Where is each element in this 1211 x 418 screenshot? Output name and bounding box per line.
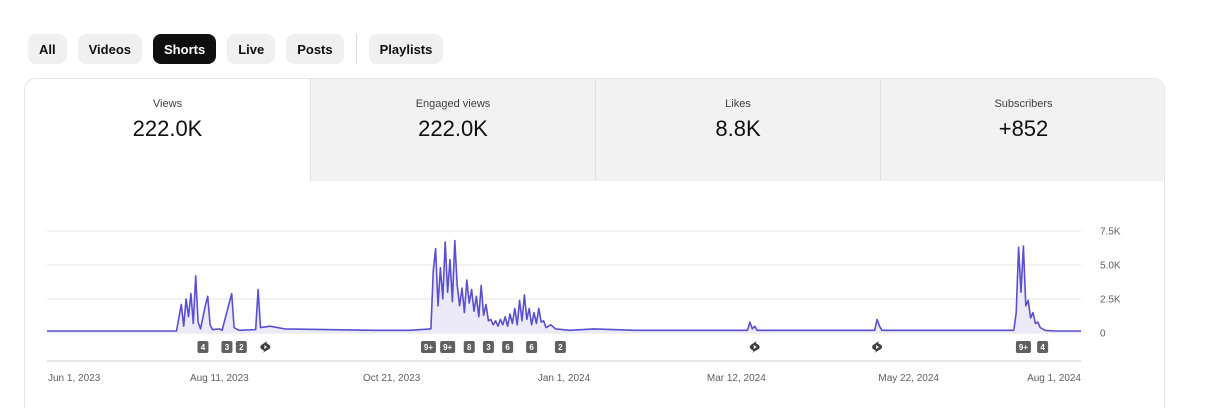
- tab-playlists[interactable]: Playlists: [368, 34, 444, 64]
- tab-label: All: [39, 41, 56, 57]
- y-tick-label: 0: [1100, 329, 1106, 340]
- metric-label: Likes: [725, 98, 751, 110]
- x-tick-label: Aug 1, 2024: [1027, 373, 1081, 384]
- tab-live[interactable]: Live: [227, 34, 276, 64]
- upload-count-label: 9+: [443, 343, 452, 352]
- upload-count-label: 9+: [1019, 343, 1028, 352]
- y-tick-label: 5.0K: [1100, 261, 1121, 272]
- upload-count-label: 8: [467, 343, 472, 352]
- metric-tabs: Views 222.0K Engaged views 222.0K Likes …: [25, 79, 1164, 181]
- tab-divider: [355, 34, 357, 64]
- upload-count-label: 4: [201, 343, 206, 352]
- upload-count-badge: [440, 341, 456, 353]
- tab-label: Playlists: [379, 41, 433, 57]
- tab-posts[interactable]: Posts: [286, 34, 344, 64]
- upload-count-badge: [554, 341, 566, 353]
- x-tick-label: Jun 1, 2023: [48, 373, 101, 384]
- upload-count-label: 2: [558, 343, 563, 352]
- upload-count-label: 2: [239, 343, 244, 352]
- analytics-card: Views 222.0K Engaged views 222.0K Likes …: [24, 78, 1165, 408]
- upload-count-badge: [502, 341, 514, 353]
- upload-count-label: 9+: [424, 343, 433, 352]
- metric-value: 222.0K: [132, 116, 203, 141]
- metric-value: +852: [998, 116, 1049, 141]
- upload-count-badge: [1015, 341, 1031, 353]
- upload-count-badge: [1037, 341, 1049, 353]
- tab-label: Posts: [297, 41, 333, 57]
- content-type-tabs: All Videos Shorts Live Posts Playlists: [28, 34, 454, 64]
- metric-tab-subscribers[interactable]: Subscribers +852: [880, 79, 1164, 181]
- upload-count-badge: [526, 341, 538, 353]
- metric-label: Subscribers: [994, 98, 1053, 110]
- upload-count-badge: [463, 341, 475, 353]
- metric-tab-views[interactable]: Views 222.0K: [25, 79, 310, 181]
- x-tick-label: Jan 1, 2024: [538, 373, 591, 384]
- y-tick-label: 7.5K: [1100, 227, 1121, 238]
- metric-tab-likes[interactable]: Likes 8.8K: [595, 79, 880, 181]
- upload-count-label: 6: [505, 343, 510, 352]
- tab-shorts[interactable]: Shorts: [153, 34, 217, 64]
- upload-count-label: 4: [1040, 343, 1045, 352]
- tab-label: Shorts: [164, 41, 206, 57]
- views-series-line: [47, 239, 1081, 332]
- tab-all[interactable]: All: [28, 34, 67, 64]
- upload-count-label: 6: [529, 343, 534, 352]
- metric-value: 8.8K: [715, 116, 761, 141]
- metric-value: 222.0K: [418, 116, 488, 141]
- shorts-icon: [872, 341, 883, 353]
- upload-count-badge: [482, 341, 494, 353]
- tab-label: Live: [238, 41, 265, 57]
- x-tick-label: May 22, 2024: [878, 373, 939, 384]
- metric-label: Views: [152, 98, 183, 110]
- x-tick-label: Mar 12, 2024: [707, 373, 766, 384]
- upload-count-badge: [221, 341, 233, 353]
- shorts-icon: [260, 341, 271, 353]
- tab-videos[interactable]: Videos: [77, 34, 143, 64]
- x-tick-label: Aug 11, 2023: [190, 373, 249, 384]
- y-tick-label: 2.5K: [1100, 295, 1121, 306]
- x-tick-label: Oct 21, 2023: [363, 373, 421, 384]
- shorts-icon: [749, 341, 760, 353]
- upload-count-badge: [420, 341, 436, 353]
- metric-label: Engaged views: [415, 98, 491, 110]
- tab-label: Videos: [88, 41, 132, 57]
- upload-count-badge: [235, 341, 247, 353]
- upload-count-label: 3: [225, 343, 230, 352]
- metric-tab-engaged-views[interactable]: Engaged views 222.0K: [310, 79, 595, 181]
- upload-count-label: 3: [486, 343, 491, 352]
- upload-count-badge: [197, 341, 209, 353]
